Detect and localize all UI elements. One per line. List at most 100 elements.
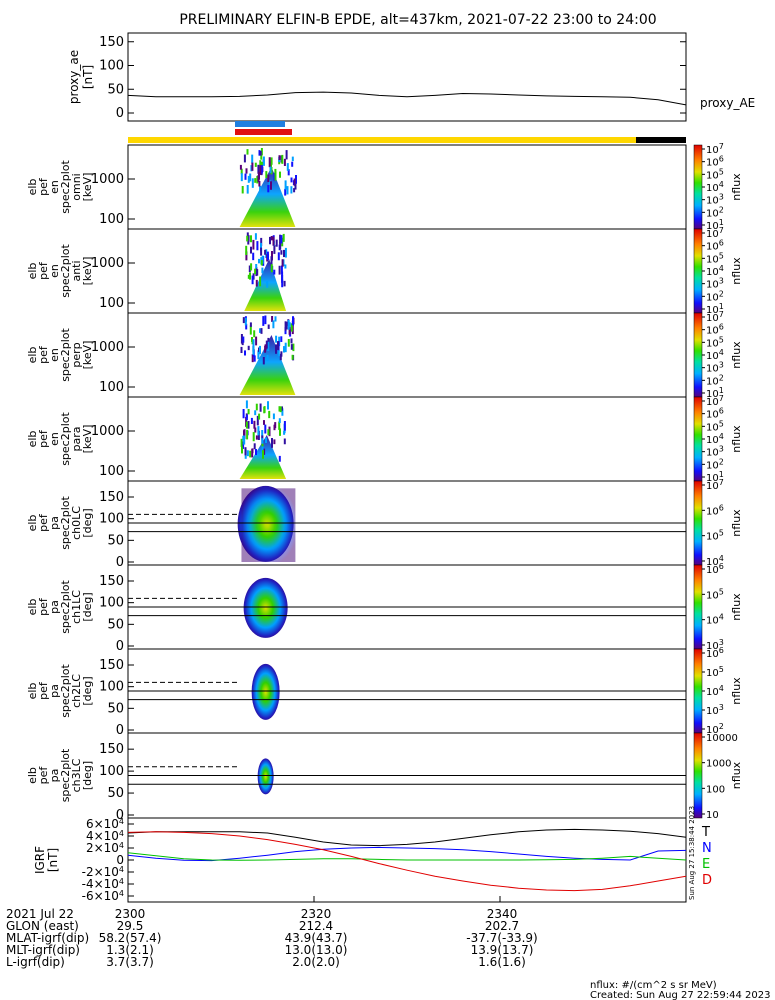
spectrogram-cell (260, 165, 263, 174)
y-axis-label: pa (48, 769, 61, 783)
spectrogram-cell (285, 150, 288, 160)
time-axis-value: 13.9(13.7) (471, 943, 534, 957)
colorbar-tick-label: 104 (706, 264, 724, 279)
spectrogram-blob (244, 259, 287, 311)
spectrogram-cell (264, 315, 267, 325)
spectrogram-cell (245, 400, 248, 409)
y-axis-label: spec2plot (59, 580, 72, 634)
y-axis-label: en (48, 348, 61, 362)
time-axis-row-label: L-igrf(dip) (6, 955, 65, 969)
spectrogram-cell (271, 251, 273, 261)
spectrogram-cell (245, 414, 248, 421)
spectrogram-cell (264, 345, 267, 353)
spectrogram-cell (291, 156, 294, 162)
y-axis-label: perp (70, 342, 83, 367)
spectrogram-cell (269, 166, 272, 174)
spectrogram-cell (247, 409, 250, 415)
y-axis-label: elb (26, 683, 39, 700)
spectrogram-cell (262, 316, 265, 326)
time-axis-value: -37.7(-33.9) (466, 931, 537, 945)
spectrogram-cell (267, 324, 270, 329)
spectrogram-cell (246, 450, 249, 457)
spectrogram-cell (255, 264, 258, 269)
colorbar-tick-label: 102 (706, 289, 724, 304)
pitch-angle-blob (243, 577, 288, 638)
time-axis-value: 202.7 (485, 919, 519, 933)
spectrogram-cell (287, 320, 290, 330)
y-axis-label: elb (26, 599, 39, 616)
spectrogram-cell (254, 233, 257, 240)
colorbar-tick-label: 100 (706, 784, 725, 795)
spectrogram-cell (245, 251, 248, 261)
colorbar-tick-label: 107 (706, 394, 724, 409)
ytick-label: 1000 (91, 172, 124, 187)
spectrogram-cell (278, 455, 281, 462)
y-axis-label: anti (70, 260, 83, 281)
y-axis-label: spec2plot (59, 328, 72, 382)
plot-stamp: Sun Aug 27 15:38:44 2023 (688, 806, 696, 900)
spectrogram-cell (257, 174, 260, 182)
colorbar-label: nflux (730, 173, 743, 201)
spectrogram-cell (288, 322, 291, 330)
spectrogram-cell (262, 357, 265, 365)
spectrogram-cell (256, 415, 259, 426)
spectrogram-cell (256, 269, 259, 276)
colorbar-tick-label: 106 (706, 562, 724, 577)
series-igrf-E (127, 852, 687, 861)
spectrogram-cell (287, 169, 290, 176)
y-axis-unit: [nT] (46, 848, 60, 872)
spectrogram-cell (283, 346, 285, 353)
colorbar-tick-label: 104 (706, 180, 724, 195)
spectrogram-cell (274, 316, 277, 322)
spectrogram-cell (250, 417, 253, 424)
spectrogram-cell (287, 339, 290, 347)
chart-title: PRELIMINARY ELFIN-B EPDE, alt=437km, 202… (179, 12, 656, 28)
colorbar-tick-label: 103 (706, 192, 724, 207)
colorbar (693, 144, 703, 230)
spectrogram-cell (281, 271, 284, 281)
colorbar-tick-label: 102 (706, 205, 724, 220)
spectrogram-cell (281, 279, 284, 288)
spectrogram-cell (246, 149, 249, 155)
y-axis-label: [deg] (81, 508, 94, 537)
ytick-label: -2×104 (82, 865, 124, 880)
spectrogram-cell (253, 330, 256, 338)
colorbar-tick-label: 106 (706, 406, 724, 421)
ytick-label: 100 (99, 212, 124, 227)
spectrogram-cell (283, 280, 286, 287)
spectrogram-cell (260, 328, 263, 334)
colorbar-tick-label: 105 (706, 528, 724, 543)
spectrogram-cell (261, 430, 264, 440)
spectrogram-cell (279, 428, 281, 436)
ytick-label: 1000 (91, 424, 124, 439)
spectrogram-cell (244, 350, 246, 356)
spectrogram-cell (286, 186, 289, 195)
y-axis-label: spec2plot (59, 244, 72, 298)
spectrogram-cell (245, 168, 248, 174)
colorbar-label: nflux (730, 425, 743, 453)
colorbar-tick-label: 10 (706, 810, 719, 821)
y-axis-label: spec2plot (59, 412, 72, 466)
colorbar-tick-label: 105 (706, 665, 724, 680)
time-axis-value: 43.9(43.7) (285, 931, 348, 945)
spectrogram-cell (254, 162, 257, 167)
colorbar-tick-label: 104 (706, 684, 724, 699)
colorbar-label: nflux (730, 509, 743, 537)
spectrogram-cell (273, 424, 276, 431)
spectrogram-cell (278, 421, 281, 430)
spectrogram-cell (271, 438, 273, 448)
ytick-label: 100 (99, 296, 124, 311)
colorbar-label: nflux (730, 257, 743, 285)
spectrogram-cell (279, 171, 281, 178)
panel-frame (127, 228, 687, 314)
spectrogram-cell (262, 450, 264, 459)
spectrogram-cell (268, 426, 271, 437)
colorbar-tick-label: 102 (706, 373, 724, 388)
spectrogram-cell (278, 406, 281, 412)
colorbar-label: nflux (730, 677, 743, 705)
spectrogram-cell (290, 344, 293, 350)
time-axis-table: 2021 Jul 22 2300 GLON (east) 29.5 212.4 202.7… (6, 907, 538, 969)
spectrogram-cell (272, 413, 275, 420)
